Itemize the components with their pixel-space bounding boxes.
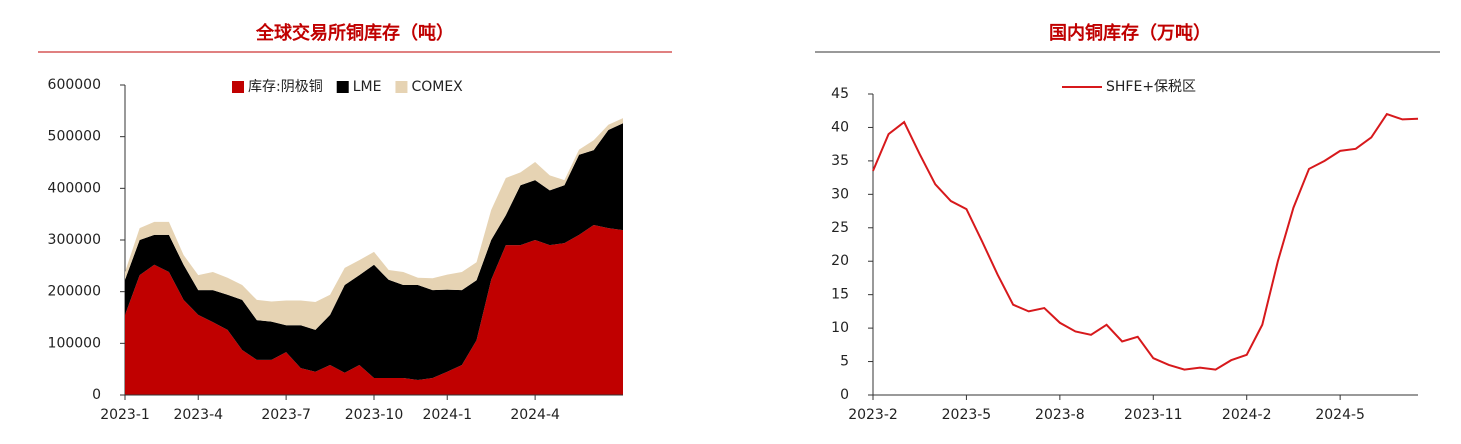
y-tick-label: 45 [831, 86, 849, 102]
y-tick-label: 20 [831, 253, 849, 269]
y-tick-label: 35 [831, 153, 849, 169]
x-tick-label: 2024-4 [510, 407, 560, 423]
x-tick-label: 2023-10 [345, 407, 404, 423]
legend-swatch [336, 81, 349, 93]
y-tick-label: 300000 [48, 232, 101, 248]
line [872, 112, 1419, 371]
x-tick-label: 2024-1 [422, 407, 472, 423]
x-tick-label: 2023-2 [848, 407, 898, 423]
x-tick-label: 2024-2 [1222, 407, 1272, 423]
y-tick-label: 15 [831, 287, 849, 303]
legend-swatch [395, 81, 408, 93]
y-tick-label: 0 [840, 387, 849, 403]
x-tick-label: 2023-8 [1035, 407, 1085, 423]
y-tick-label: 600000 [48, 77, 101, 93]
y-tick-label: 0 [92, 387, 101, 403]
area [125, 225, 623, 395]
chart-title: 国内铜库存（万吨） [1049, 22, 1211, 44]
y-tick-label: 400000 [48, 180, 101, 196]
area [125, 123, 623, 381]
legend-label: SHFE+保税区 [1106, 79, 1196, 95]
y-tick-label: 5 [840, 354, 849, 370]
x-tick-label: 2023-1 [100, 407, 150, 423]
y-tick-label: 30 [831, 186, 849, 202]
legend-label: COMEX [411, 79, 463, 95]
y-tick-label: 200000 [48, 284, 101, 300]
chart-title: 全球交易所铜库存（吨） [255, 22, 454, 44]
x-tick-label: 2023-11 [1124, 407, 1183, 423]
legend-label: LME [353, 79, 382, 95]
x-tick-label: 2023-5 [942, 407, 992, 423]
x-tick-label: 2023-4 [173, 407, 223, 423]
y-tick-label: 10 [831, 320, 849, 336]
x-tick-label: 2023-7 [261, 407, 311, 423]
y-tick-label: 100000 [48, 335, 101, 351]
y-tick-label: 500000 [48, 129, 101, 145]
y-tick-label: 40 [831, 119, 849, 135]
legend-label: 库存:阴极铜 [248, 79, 323, 95]
legend-swatch [232, 81, 244, 93]
x-tick-label: 2024-5 [1315, 407, 1365, 423]
y-tick-label: 25 [831, 220, 849, 236]
